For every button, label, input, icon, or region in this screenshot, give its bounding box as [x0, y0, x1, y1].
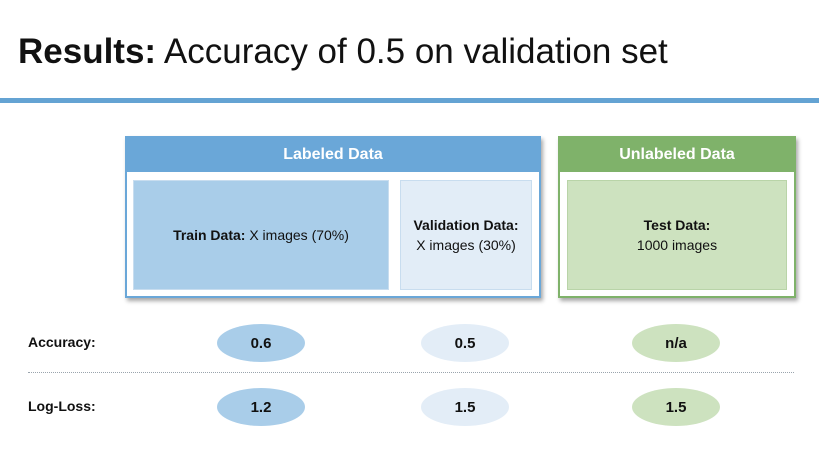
test-data-label: Test Data: — [643, 217, 711, 233]
test-data-count: 1000 images — [636, 237, 718, 253]
row-divider — [28, 372, 794, 373]
logloss-label: Log-Loss: — [28, 398, 96, 414]
accuracy-validation-value: 0.5 — [421, 324, 509, 362]
labeled-data-header: Labeled Data — [127, 138, 539, 172]
logloss-validation-value: 1.5 — [421, 388, 509, 426]
accuracy-test-value: n/a — [632, 324, 720, 362]
test-data-box: Test Data: 1000 images — [567, 180, 787, 290]
title-bold: Results: — [18, 32, 157, 71]
accuracy-train-value: 0.6 — [217, 324, 305, 362]
unlabeled-data-header: Unlabeled Data — [560, 138, 794, 172]
train-data-label: Train Data: — [173, 227, 246, 243]
title-divider — [0, 98, 819, 103]
accuracy-label: Accuracy: — [28, 334, 96, 350]
page-title: Results: Accuracy of 0.5 on validation s… — [18, 30, 668, 74]
logloss-train-value: 1.2 — [217, 388, 305, 426]
train-data-text: Train Data: X images (70%) — [173, 225, 349, 245]
logloss-test-value: 1.5 — [632, 388, 720, 426]
unlabeled-data-panel: Unlabeled Data Test Data: 1000 images — [558, 136, 796, 298]
train-data-box: Train Data: X images (70%) — [133, 180, 389, 290]
labeled-data-panel: Labeled Data Train Data: X images (70%) … — [125, 136, 541, 298]
validation-data-count: X images (30%) — [416, 237, 516, 253]
train-data-count: X images (70%) — [245, 227, 349, 243]
title-rest: Accuracy of 0.5 on validation set — [156, 32, 668, 71]
validation-data-label: Validation Data: — [413, 217, 519, 233]
validation-data-box: Validation Data: X images (30%) — [400, 180, 532, 290]
